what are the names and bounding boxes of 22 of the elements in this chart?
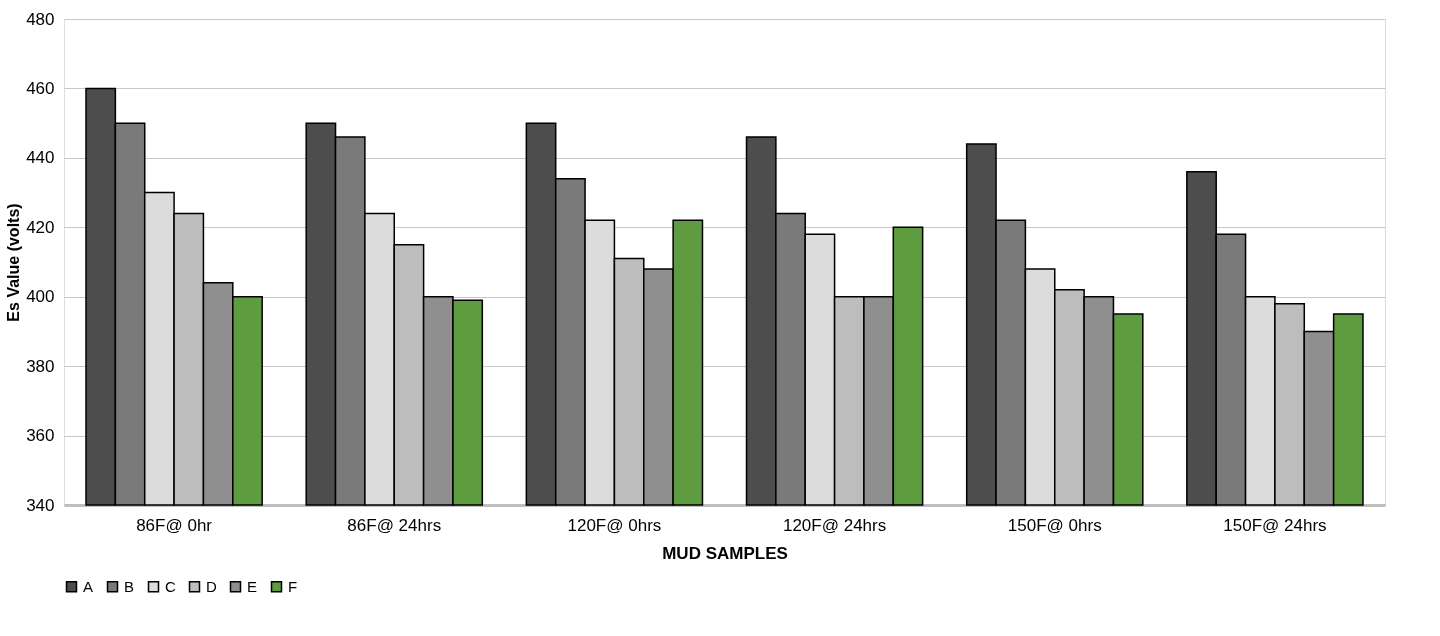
x-tick-label: 150F@ 24hrs <box>1223 515 1327 535</box>
legend-label: A <box>83 577 94 595</box>
y-tick-label: 360 <box>26 426 55 446</box>
y-tick-label: 460 <box>26 78 55 98</box>
legend-label: E <box>247 577 258 595</box>
x-tick-label: 86F@ 24hrs <box>347 515 442 535</box>
legend-label: C <box>165 577 176 595</box>
y-tick-label: 440 <box>26 148 55 168</box>
legend-label: B <box>124 577 135 595</box>
y-tick-label: 400 <box>26 287 55 307</box>
legend-label: F <box>288 577 298 595</box>
x-tick-label: 120F@ 24hrs <box>782 515 887 535</box>
x-tick-label: 120F@ 0hrs <box>567 515 662 535</box>
x-axis-title: MUD SAMPLES <box>662 543 788 563</box>
y-tick-label: 380 <box>26 356 55 376</box>
y-tick-label: 340 <box>26 495 55 515</box>
x-tick-label: 150F@ 0hrs <box>1007 515 1102 535</box>
x-tick-label: 86F@ 0hr <box>136 515 213 535</box>
y-tick-label: 420 <box>26 217 55 237</box>
legend-label: D <box>206 577 217 595</box>
y-axis-title: Es Value (volts) <box>5 203 23 322</box>
y-tick-label: 480 <box>26 9 55 29</box>
